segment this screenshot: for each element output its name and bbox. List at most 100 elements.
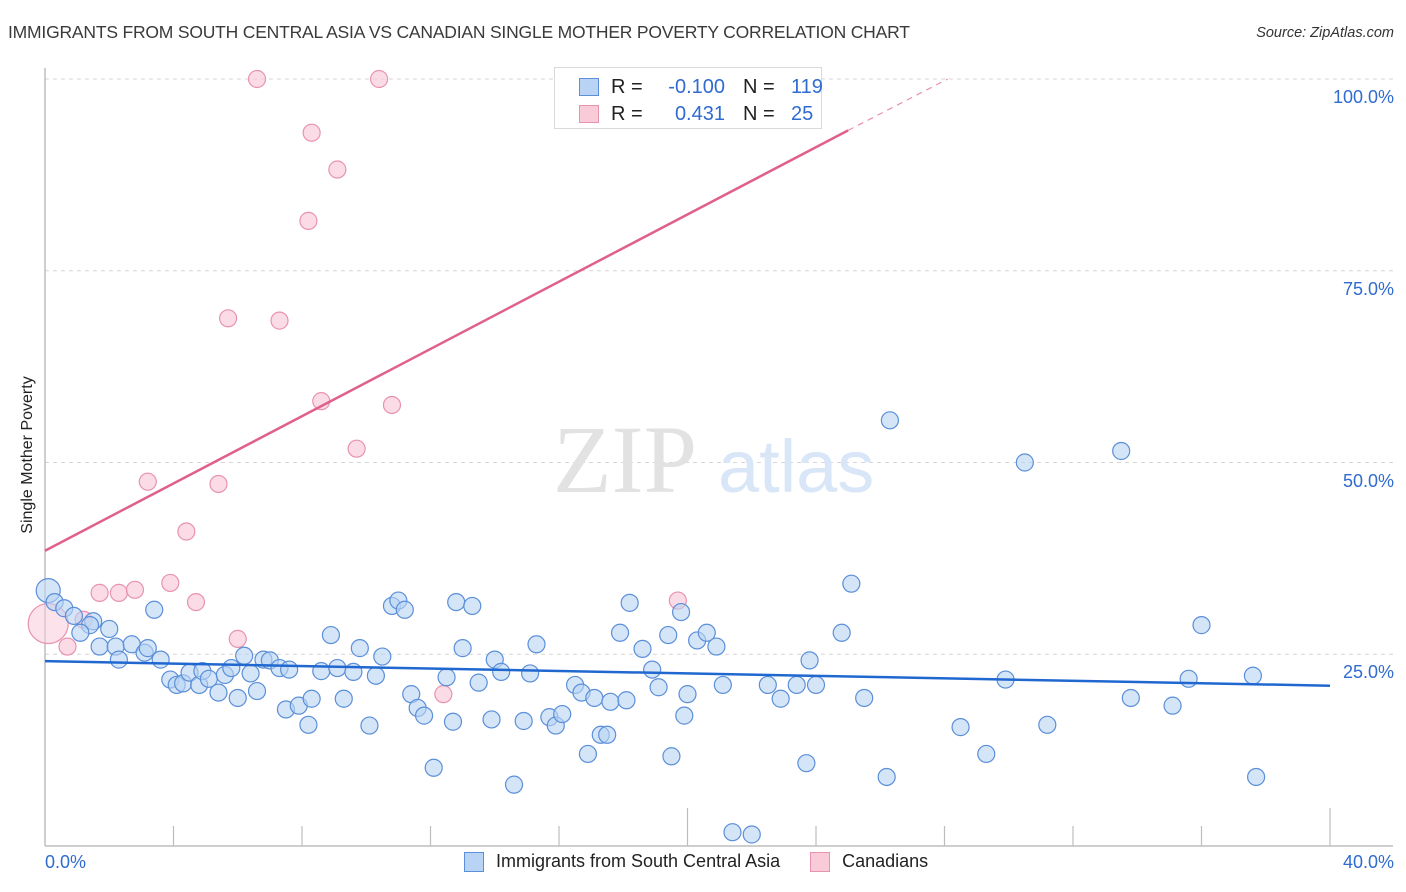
legend-swatch-pink: [810, 851, 831, 872]
immigrants-point: [527, 635, 546, 654]
immigrants-point: [109, 650, 128, 669]
canadians-point: [125, 580, 145, 599]
canadians-point: [219, 309, 238, 328]
immigrants-point: [671, 602, 691, 622]
immigrants-point: [373, 647, 392, 666]
immigrants-point: [241, 664, 260, 683]
legend-r-value: 0.431: [674, 102, 725, 125]
immigrants-trend-line: [44, 659, 1331, 687]
immigrants-point: [797, 754, 816, 773]
immigrants-point: [877, 767, 896, 787]
immigrants-point: [302, 689, 321, 708]
canadians-point: [186, 592, 206, 612]
immigrants-point: [424, 758, 443, 777]
immigrants-point: [334, 689, 353, 708]
canadians-point: [299, 211, 318, 230]
immigrants-point: [1015, 453, 1034, 472]
y-tick-label: 75.0%: [1342, 278, 1394, 299]
immigrants-point: [209, 683, 228, 702]
immigrants-point: [1243, 666, 1263, 685]
immigrants-point: [247, 681, 267, 701]
canadians-point: [328, 160, 347, 179]
immigrants-point: [951, 718, 970, 737]
legend-n-value: 25: [791, 102, 814, 125]
immigrants-point: [145, 600, 164, 619]
axes: [44, 68, 1393, 847]
immigrants-point: [1038, 715, 1057, 734]
immigrants-point: [360, 716, 379, 735]
x-tick-label-max: 40.0%: [1342, 852, 1394, 872]
canadians-point: [109, 583, 128, 602]
immigrants-point: [1163, 696, 1182, 715]
trend-lines: [44, 78, 1331, 687]
canadians-point: [302, 123, 321, 142]
immigrants-point: [620, 593, 639, 612]
canadians-point: [434, 685, 453, 704]
immigrants-point: [787, 675, 806, 695]
canadians-point: [161, 573, 180, 593]
immigrants-point: [1121, 688, 1140, 708]
immigrants-point: [880, 411, 899, 430]
immigrants-point: [71, 623, 90, 642]
y-tick-label: 50.0%: [1342, 470, 1394, 491]
immigrants-point: [659, 625, 678, 645]
immigrants-point: [601, 692, 620, 711]
immigrants-point: [723, 823, 742, 842]
canadians-point: [138, 472, 157, 491]
legend-n-value: 119: [791, 75, 823, 98]
canadians-point: [347, 439, 366, 458]
immigrants-point: [713, 675, 732, 695]
canadians-points: [27, 69, 723, 704]
canadians-point: [58, 637, 77, 656]
legend-item-canadians[interactable]: Canadians: [810, 851, 928, 872]
canadians-point: [228, 629, 247, 649]
immigrants-point: [138, 639, 157, 658]
canadians-point: [177, 522, 196, 541]
immigrants-points: [35, 411, 1266, 844]
canadians-point: [209, 474, 228, 494]
immigrants-point: [649, 678, 668, 697]
immigrants-point: [299, 715, 318, 734]
immigrants-point: [610, 623, 630, 642]
legend-n-label: N =: [743, 75, 775, 98]
immigrants-point: [504, 775, 524, 794]
legend-item-immigrants[interactable]: Immigrants from South Central Asia: [464, 851, 780, 872]
canadians-trend-extension: [847, 78, 948, 131]
legend-r-label: R =: [611, 102, 643, 125]
immigrants-point: [350, 639, 369, 658]
immigrants-point: [514, 711, 533, 731]
canadians-point: [247, 69, 267, 89]
immigrants-point: [742, 825, 761, 844]
immigrants-point: [222, 658, 241, 678]
immigrants-point: [977, 744, 996, 764]
immigrants-point: [1192, 616, 1211, 635]
immigrants-point: [643, 660, 662, 679]
immigrants-point: [832, 623, 851, 642]
immigrants-point: [633, 639, 652, 658]
immigrants-point: [437, 668, 456, 687]
y-tick-label: 25.0%: [1342, 662, 1394, 683]
immigrants-point: [64, 606, 84, 626]
series-legend: Immigrants from South Central Asia Canad…: [464, 851, 958, 872]
legend-swatch-blue: [579, 78, 599, 96]
immigrants-point: [235, 646, 254, 665]
legend-row-immigrants: R = -0.100 N = 119: [579, 75, 823, 99]
legend-label: Canadians: [842, 851, 929, 871]
immigrants-point: [414, 706, 434, 725]
immigrants-point: [697, 623, 716, 642]
immigrants-point: [447, 592, 466, 612]
immigrants-point: [482, 710, 501, 729]
immigrants-point: [469, 673, 488, 692]
legend-r-label: R =: [611, 75, 643, 98]
y-tick-label: 100.0%: [1332, 87, 1394, 107]
immigrants-point: [678, 685, 697, 704]
immigrants-point: [578, 744, 598, 764]
y-axis-label: Single Mother Poverty: [19, 376, 36, 534]
immigrants-point: [520, 664, 540, 683]
immigrants-point: [585, 688, 604, 708]
immigrants-point: [366, 666, 385, 685]
immigrants-point: [662, 747, 681, 766]
immigrants-point: [771, 689, 790, 708]
immigrants-point: [280, 660, 299, 679]
